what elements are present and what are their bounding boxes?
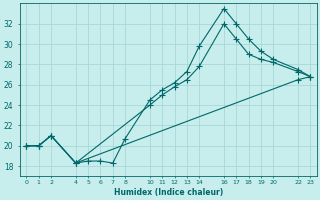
X-axis label: Humidex (Indice chaleur): Humidex (Indice chaleur) [114, 188, 223, 197]
